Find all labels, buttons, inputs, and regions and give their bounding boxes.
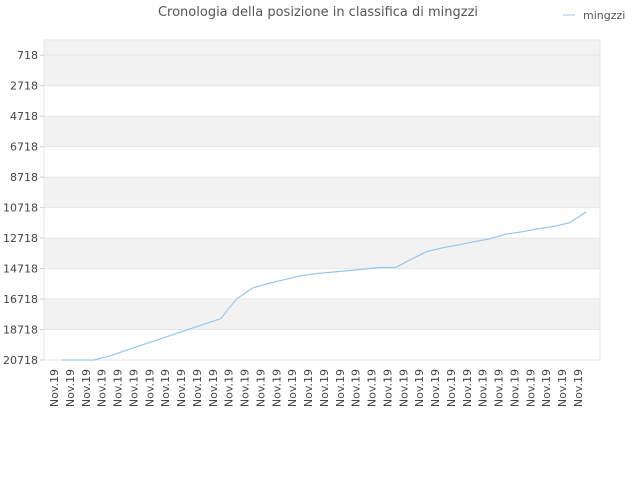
- legend: mingzzi: [563, 9, 625, 22]
- y-tick-label: 18718: [3, 324, 38, 337]
- y-tick-label: 718: [17, 49, 38, 62]
- x-tick-label: Nov.19: [366, 369, 379, 407]
- x-tick-label: Nov.19: [191, 369, 204, 407]
- y-tick-label: 16718: [3, 293, 38, 306]
- x-tick-label: Nov.19: [493, 369, 506, 407]
- x-tick-label: Nov.19: [127, 369, 140, 407]
- x-tick-label: Nov.19: [143, 369, 156, 407]
- x-tick-label: Nov.19: [540, 369, 553, 407]
- x-tick-label: Nov.19: [318, 369, 331, 407]
- y-tick-label: 12718: [3, 232, 38, 245]
- x-tick-label: Nov.19: [96, 369, 109, 407]
- x-tick-label: Nov.19: [397, 369, 410, 407]
- x-tick-label: Nov.19: [286, 369, 299, 407]
- x-tick-label: Nov.19: [254, 369, 267, 407]
- y-tick-label: 4718: [10, 110, 38, 123]
- background-band: [44, 40, 600, 86]
- x-tick-label: Nov.19: [112, 369, 125, 407]
- x-axis: Nov.19 Nov.19 Nov.19 Nov.19 Nov.19 Nov.19 Nov.…: [48, 369, 585, 407]
- x-tick-label: Nov.19: [175, 369, 188, 407]
- x-tick-label: Nov.19: [80, 369, 93, 407]
- y-tick-label: 6718: [10, 141, 38, 154]
- x-tick-label: Nov.19: [48, 369, 61, 407]
- x-tick-label: Nov.19: [445, 369, 458, 407]
- series-line: [62, 211, 587, 361]
- legend-label: mingzzi: [583, 9, 625, 22]
- x-tick-label: Nov.19: [302, 369, 315, 407]
- x-tick-label: Nov.19: [350, 369, 363, 407]
- x-tick-label: Nov.19: [334, 369, 347, 407]
- y-tick-label: 2718: [10, 80, 38, 93]
- x-tick-label: Nov.19: [461, 369, 474, 407]
- plot-background-bands: [43, 39, 601, 361]
- background-band: [44, 299, 600, 330]
- x-tick-label: Nov.19: [413, 369, 426, 407]
- background-band: [44, 177, 600, 208]
- plot-border: [43, 39, 601, 361]
- y-tick-label: 14718: [3, 263, 38, 276]
- y-tick-label: 20718: [3, 354, 38, 367]
- background-band: [44, 238, 600, 269]
- x-tick-label: Nov.19: [477, 369, 490, 407]
- x-tick-label: Nov.19: [159, 369, 172, 407]
- x-tick-label: Nov.19: [381, 369, 394, 407]
- x-tick-label: Nov.19: [239, 369, 252, 407]
- x-tick-label: Nov.19: [270, 369, 283, 407]
- x-tick-label: Nov.19: [223, 369, 236, 407]
- x-tick-label: Nov.19: [429, 369, 442, 407]
- chart-title: Cronologia della posizione in classifica…: [158, 5, 478, 20]
- series-layer: [62, 211, 587, 361]
- y-tick-label: 8718: [10, 171, 38, 184]
- x-tick-label: Nov.19: [524, 369, 537, 407]
- y-tick-label: 10718: [3, 202, 38, 215]
- x-tick-label: Nov.19: [207, 369, 220, 407]
- x-tick-label: Nov.19: [508, 369, 521, 407]
- x-tick-label: Nov.19: [572, 369, 585, 407]
- y-axis: 718 2718 4718 6718 8718 10718 12718 14718 16718 1…: [3, 49, 44, 367]
- x-tick-label: Nov.19: [556, 369, 569, 407]
- x-tick-label: Nov.19: [64, 369, 77, 407]
- background-band: [44, 116, 600, 147]
